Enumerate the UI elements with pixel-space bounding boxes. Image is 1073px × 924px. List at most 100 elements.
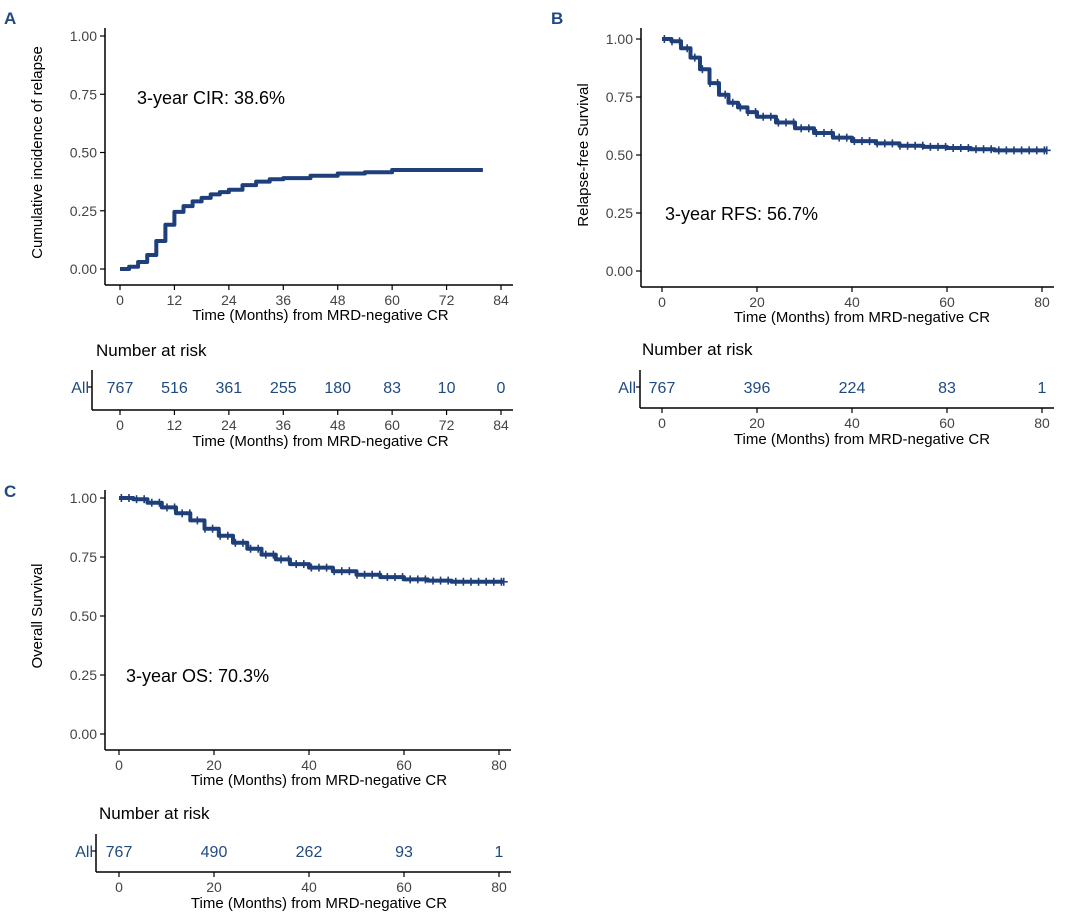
risk-x-tick-label: 48 [330, 417, 346, 433]
y-tick-label: 0.25 [70, 203, 97, 219]
y-axis-title: Relapse-free Survival [575, 83, 592, 226]
risk-x-tick-label: 36 [275, 417, 291, 433]
x-tick-label: 20 [749, 294, 765, 310]
panel-a: 0.00 0.25 0.50 0.75 1.00 0 12 24 36 48 60 72 84 Time … [29, 28, 513, 450]
y-tick-label: 0.00 [70, 261, 97, 277]
annotation-3year: 3-year CIR: 38.6% [137, 88, 285, 108]
risk-count: 93 [395, 844, 413, 861]
risk-x-axis-title: Time (Months) from MRD-negative CR [192, 433, 448, 450]
risk-x-tick-label: 60 [939, 415, 955, 431]
annotation-3year: 3-year OS: 70.3% [126, 666, 269, 686]
x-tick-label: 0 [116, 292, 124, 308]
y-tick-label: 0.25 [606, 205, 633, 221]
x-tick-label: 72 [439, 292, 455, 308]
risk-count: 490 [201, 844, 228, 861]
risk-x-tick-label: 84 [493, 417, 509, 433]
risk-count: 224 [839, 380, 866, 397]
x-tick-label: 84 [493, 292, 509, 308]
risk-count: 767 [106, 844, 133, 861]
panel-a-letter-text: A [4, 9, 16, 28]
y-tick-label: 0.00 [606, 263, 633, 279]
risk-x-tick-label: 20 [206, 879, 222, 895]
y-tick-label: 0.75 [70, 86, 97, 102]
risk-count: 516 [161, 380, 188, 397]
x-tick-label: 60 [384, 292, 400, 308]
x-tick-label: 80 [1034, 294, 1050, 310]
risk-x-tick-label: 24 [221, 417, 237, 433]
risk-x-tick-label: 40 [301, 879, 317, 895]
panel-a-letter: A [4, 9, 16, 28]
x-tick-label: 20 [206, 757, 222, 773]
x-tick-label: 12 [167, 292, 183, 308]
y-tick-label: 0.50 [70, 145, 97, 161]
risk-count: 83 [938, 380, 956, 397]
risk-x-tick-label: 0 [116, 417, 124, 433]
risk-x-tick-label: 0 [658, 415, 666, 431]
y-tick-label: 0.75 [606, 89, 633, 105]
risk-x-tick-label: 20 [749, 415, 765, 431]
risk-x-tick-label: 60 [396, 879, 412, 895]
risk-count: 396 [744, 380, 771, 397]
x-tick-label: 40 [844, 294, 860, 310]
risk-count: 255 [270, 380, 297, 397]
x-tick-label: 48 [330, 292, 346, 308]
risk-strata-label: All [75, 844, 93, 861]
x-tick-label: 60 [396, 757, 412, 773]
x-axis-title: Time (Months) from MRD-negative CR [191, 772, 447, 789]
x-axis-title: Time (Months) from MRD-negative CR [734, 309, 990, 326]
risk-table-title: Number at risk [99, 804, 210, 823]
y-tick-label: 1.00 [606, 31, 633, 47]
y-tick-label: 1.00 [70, 28, 97, 44]
y-tick-label: 0.50 [606, 147, 633, 163]
risk-table-title: Number at risk [96, 341, 207, 360]
panel-c-letter-text: C [4, 482, 16, 501]
risk-strata-label: All [71, 380, 89, 397]
risk-count: 180 [324, 380, 351, 397]
survival-curve-a [120, 168, 483, 271]
panel-b-letter: B [551, 9, 563, 28]
risk-count: 767 [107, 380, 134, 397]
risk-x-tick-label: 12 [167, 417, 183, 433]
x-axis-title: Time (Months) from MRD-negative CR [192, 307, 448, 324]
risk-count: 0 [497, 380, 506, 397]
annotation-3year: 3-year RFS: 56.7% [665, 204, 818, 224]
risk-x-tick-label: 80 [491, 879, 507, 895]
risk-x-tick-label: 0 [115, 879, 123, 895]
y-tick-label: 0.25 [70, 667, 97, 683]
y-tick-label: 0.00 [70, 726, 97, 742]
panel-c: 0.00 0.25 0.50 0.75 1.00 0 20 40 60 80 Time (Month… [29, 490, 511, 912]
y-axis-title: Cumulative incidence of relapse [29, 46, 46, 259]
survival-curve-c [119, 496, 504, 584]
panel-c-letter: C [4, 482, 16, 501]
risk-x-tick-label: 60 [384, 417, 400, 433]
risk-x-tick-label: 40 [844, 415, 860, 431]
risk-count: 361 [216, 380, 243, 397]
panel-b-letter-text: B [551, 9, 563, 28]
risk-x-tick-label: 72 [439, 417, 455, 433]
x-tick-label: 80 [491, 757, 507, 773]
x-tick-label: 40 [301, 757, 317, 773]
risk-table-title: Number at risk [642, 340, 753, 359]
x-tick-label: 0 [658, 294, 666, 310]
risk-count: 767 [649, 380, 676, 397]
risk-count: 10 [438, 380, 456, 397]
risk-strata-label: All [618, 380, 636, 397]
risk-x-axis-title: Time (Months) from MRD-negative CR [734, 431, 990, 448]
y-tick-label: 0.75 [70, 549, 97, 565]
x-tick-label: 24 [221, 292, 237, 308]
risk-count: 262 [296, 844, 323, 861]
y-tick-label: 1.00 [70, 490, 97, 506]
risk-count: 83 [383, 380, 401, 397]
x-tick-label: 36 [275, 292, 291, 308]
risk-x-axis-title: Time (Months) from MRD-negative CR [191, 895, 447, 912]
risk-count: 1 [495, 844, 504, 861]
x-tick-label: 60 [939, 294, 955, 310]
panel-b: 0.00 0.25 0.50 0.75 1.00 0 20 40 60 80 Time (Month… [575, 28, 1054, 448]
survival-curve-b [662, 37, 1047, 153]
risk-count: 1 [1038, 380, 1047, 397]
y-tick-label: 0.50 [70, 608, 97, 624]
risk-x-tick-label: 80 [1034, 415, 1050, 431]
x-tick-label: 0 [115, 757, 123, 773]
y-axis-title: Overall Survival [29, 563, 46, 668]
